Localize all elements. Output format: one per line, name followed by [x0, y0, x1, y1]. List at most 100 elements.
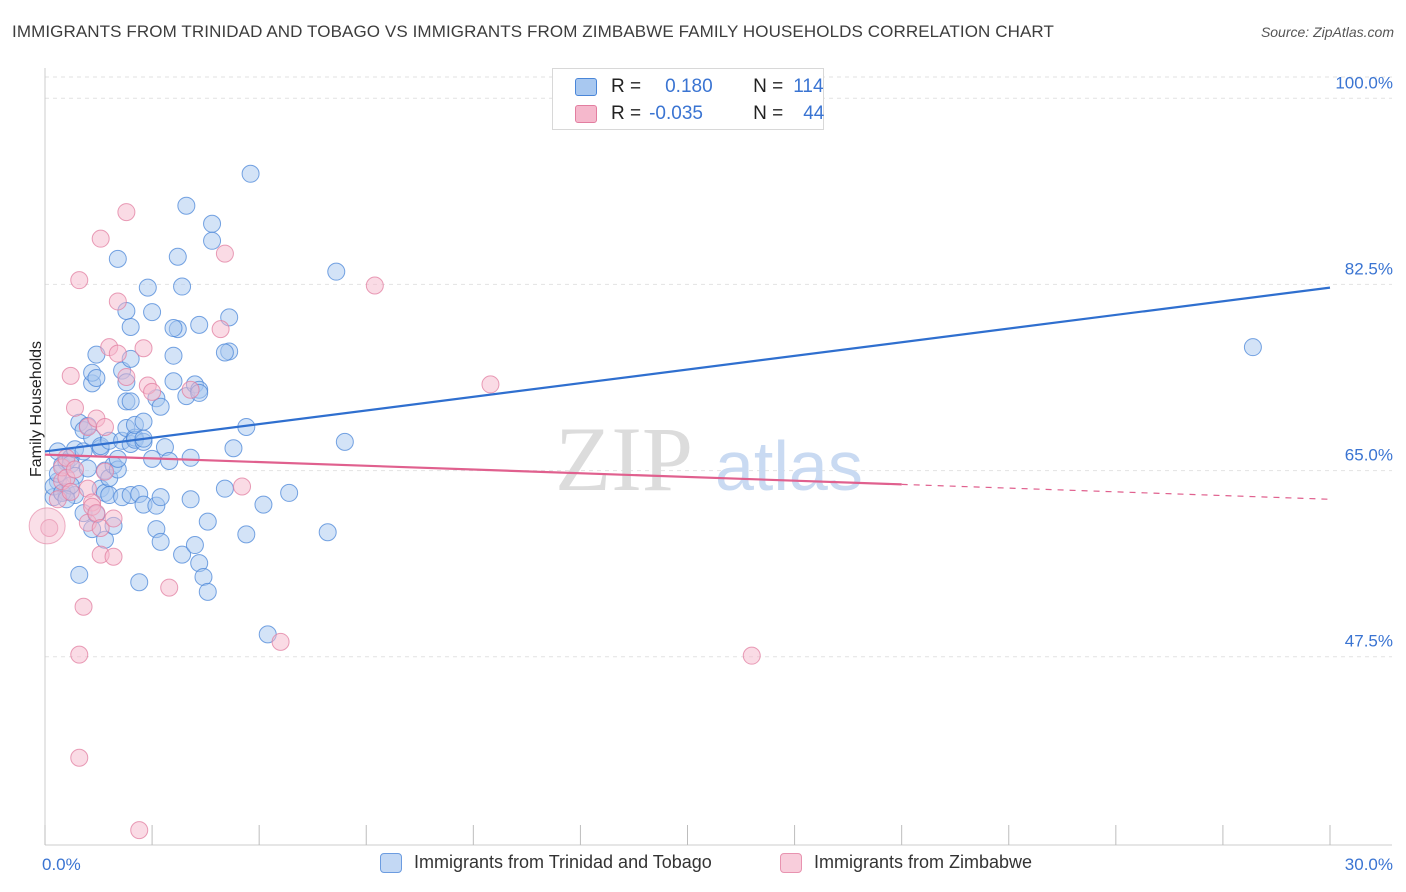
point-trinidad — [181, 448, 200, 467]
point-zimbabwe — [742, 646, 761, 665]
legend-label-zimbabwe: Immigrants from Zimbabwe — [814, 852, 1033, 872]
point-trinidad — [203, 231, 222, 250]
point-zimbabwe — [28, 507, 66, 545]
point-trinidad — [164, 319, 183, 338]
point-zimbabwe — [181, 380, 200, 399]
series-zimbabwe-points — [28, 203, 761, 840]
point-zimbabwe — [108, 344, 127, 363]
point-trinidad — [160, 452, 179, 470]
series-trinidad-points — [44, 164, 1262, 644]
point-trinidad — [177, 196, 196, 215]
point-trinidad — [198, 512, 217, 531]
point-trinidad — [181, 490, 200, 509]
point-zimbabwe — [95, 417, 114, 436]
legend-swatch-blue — [380, 852, 402, 873]
axes — [44, 68, 1392, 846]
point-zimbabwe — [117, 203, 136, 222]
point-trinidad — [151, 532, 170, 551]
trend-line-trinidad — [44, 286, 1331, 453]
point-zimbabwe — [65, 460, 84, 479]
point-zimbabwe — [61, 482, 80, 501]
point-zimbabwe — [70, 748, 89, 767]
point-trinidad — [70, 565, 89, 584]
point-zimbabwe — [74, 597, 93, 616]
point-trinidad — [327, 262, 346, 281]
stats-legend: R = 0.180 N = 114 R = -0.035 N = 44 — [552, 68, 824, 130]
point-trinidad — [280, 483, 299, 502]
point-zimbabwe — [365, 276, 384, 295]
point-zimbabwe — [117, 367, 136, 386]
trend-line-zimbabwe — [44, 453, 902, 486]
legend-n-value: 44 — [803, 103, 825, 124]
gridlines — [45, 76, 1392, 658]
legend-label-trinidad: Immigrants from Trinidad and Tobago — [414, 852, 712, 872]
point-trinidad — [108, 249, 127, 268]
point-trinidad — [194, 567, 213, 586]
legend-item-trinidad[interactable]: Immigrants from Trinidad and Tobago — [380, 852, 712, 873]
legend-swatch-pink — [780, 852, 802, 873]
point-trinidad — [241, 164, 260, 183]
point-trinidad — [143, 303, 162, 322]
point-trinidad — [173, 545, 192, 564]
y-tick-labels: 47.5% 65.0% 82.5% 100.0% — [1335, 73, 1393, 650]
y-tick-label: 47.5% — [1345, 632, 1393, 651]
point-trinidad — [190, 315, 209, 334]
series-legend: Immigrants from Trinidad and Tobago Immi… — [0, 852, 1406, 878]
legend-r-label: R = — [611, 103, 642, 124]
legend-n-value: 114 — [793, 76, 824, 97]
y-tick-label: 100.0% — [1335, 73, 1393, 92]
point-trinidad — [138, 278, 157, 297]
point-trinidad — [237, 525, 256, 544]
point-trinidad — [173, 277, 192, 296]
point-zimbabwe — [87, 504, 106, 523]
y-tick-label: 65.0% — [1345, 446, 1393, 465]
x-tick-labels: 0.0% 30.0% — [42, 855, 1393, 874]
legend-row-zimbabwe: R = -0.035 N = 44 — [575, 101, 824, 127]
legend-n-label: N = — [753, 76, 784, 97]
point-zimbabwe — [130, 821, 149, 840]
point-trinidad — [87, 369, 106, 388]
point-zimbabwe — [134, 339, 153, 358]
point-trinidad — [198, 582, 217, 601]
point-zimbabwe — [61, 366, 80, 385]
legend-r-value: -0.035 — [649, 103, 703, 124]
point-zimbabwe — [104, 547, 123, 566]
trend-line-zimbabwe-extension — [901, 483, 1331, 500]
legend-row-trinidad: R = 0.180 N = 114 — [575, 74, 824, 100]
point-zimbabwe — [65, 398, 84, 417]
legend-item-zimbabwe[interactable]: Immigrants from Zimbabwe — [780, 852, 1032, 873]
point-trinidad — [335, 432, 354, 451]
point-zimbabwe — [160, 578, 179, 597]
point-zimbabwe — [271, 632, 290, 651]
point-trinidad — [168, 247, 187, 266]
watermark-atlas: atlas — [715, 427, 863, 505]
point-zimbabwe — [70, 645, 89, 664]
y-axis-label: Family Households — [28, 340, 45, 477]
trend-lines — [44, 286, 1331, 500]
point-zimbabwe — [70, 271, 89, 290]
watermark: ZIP atlas — [555, 408, 863, 510]
x-tick-label-max: 30.0% — [1345, 855, 1393, 874]
point-trinidad — [254, 495, 273, 514]
point-trinidad — [215, 479, 234, 498]
point-zimbabwe — [233, 477, 252, 496]
source-label: Source: ZipAtlas.com — [1260, 24, 1394, 40]
point-zimbabwe — [481, 375, 500, 394]
legend-swatch-pink — [575, 105, 597, 123]
legend-r-value: 0.180 — [665, 76, 713, 97]
point-zimbabwe — [104, 509, 123, 528]
legend-n-label: N = — [753, 103, 784, 124]
point-trinidad — [151, 488, 170, 507]
point-zimbabwe — [40, 519, 59, 538]
point-trinidad — [151, 397, 170, 416]
legend-swatch-blue — [575, 78, 597, 96]
point-trinidad — [164, 346, 183, 365]
point-trinidad — [130, 573, 149, 592]
point-zimbabwe — [95, 462, 114, 481]
point-zimbabwe — [211, 320, 230, 339]
point-zimbabwe — [108, 292, 127, 311]
chart-title: IMMIGRANTS FROM TRINIDAD AND TOBAGO VS I… — [12, 22, 1054, 41]
point-trinidad — [164, 372, 183, 391]
y-tick-label: 82.5% — [1345, 259, 1393, 278]
